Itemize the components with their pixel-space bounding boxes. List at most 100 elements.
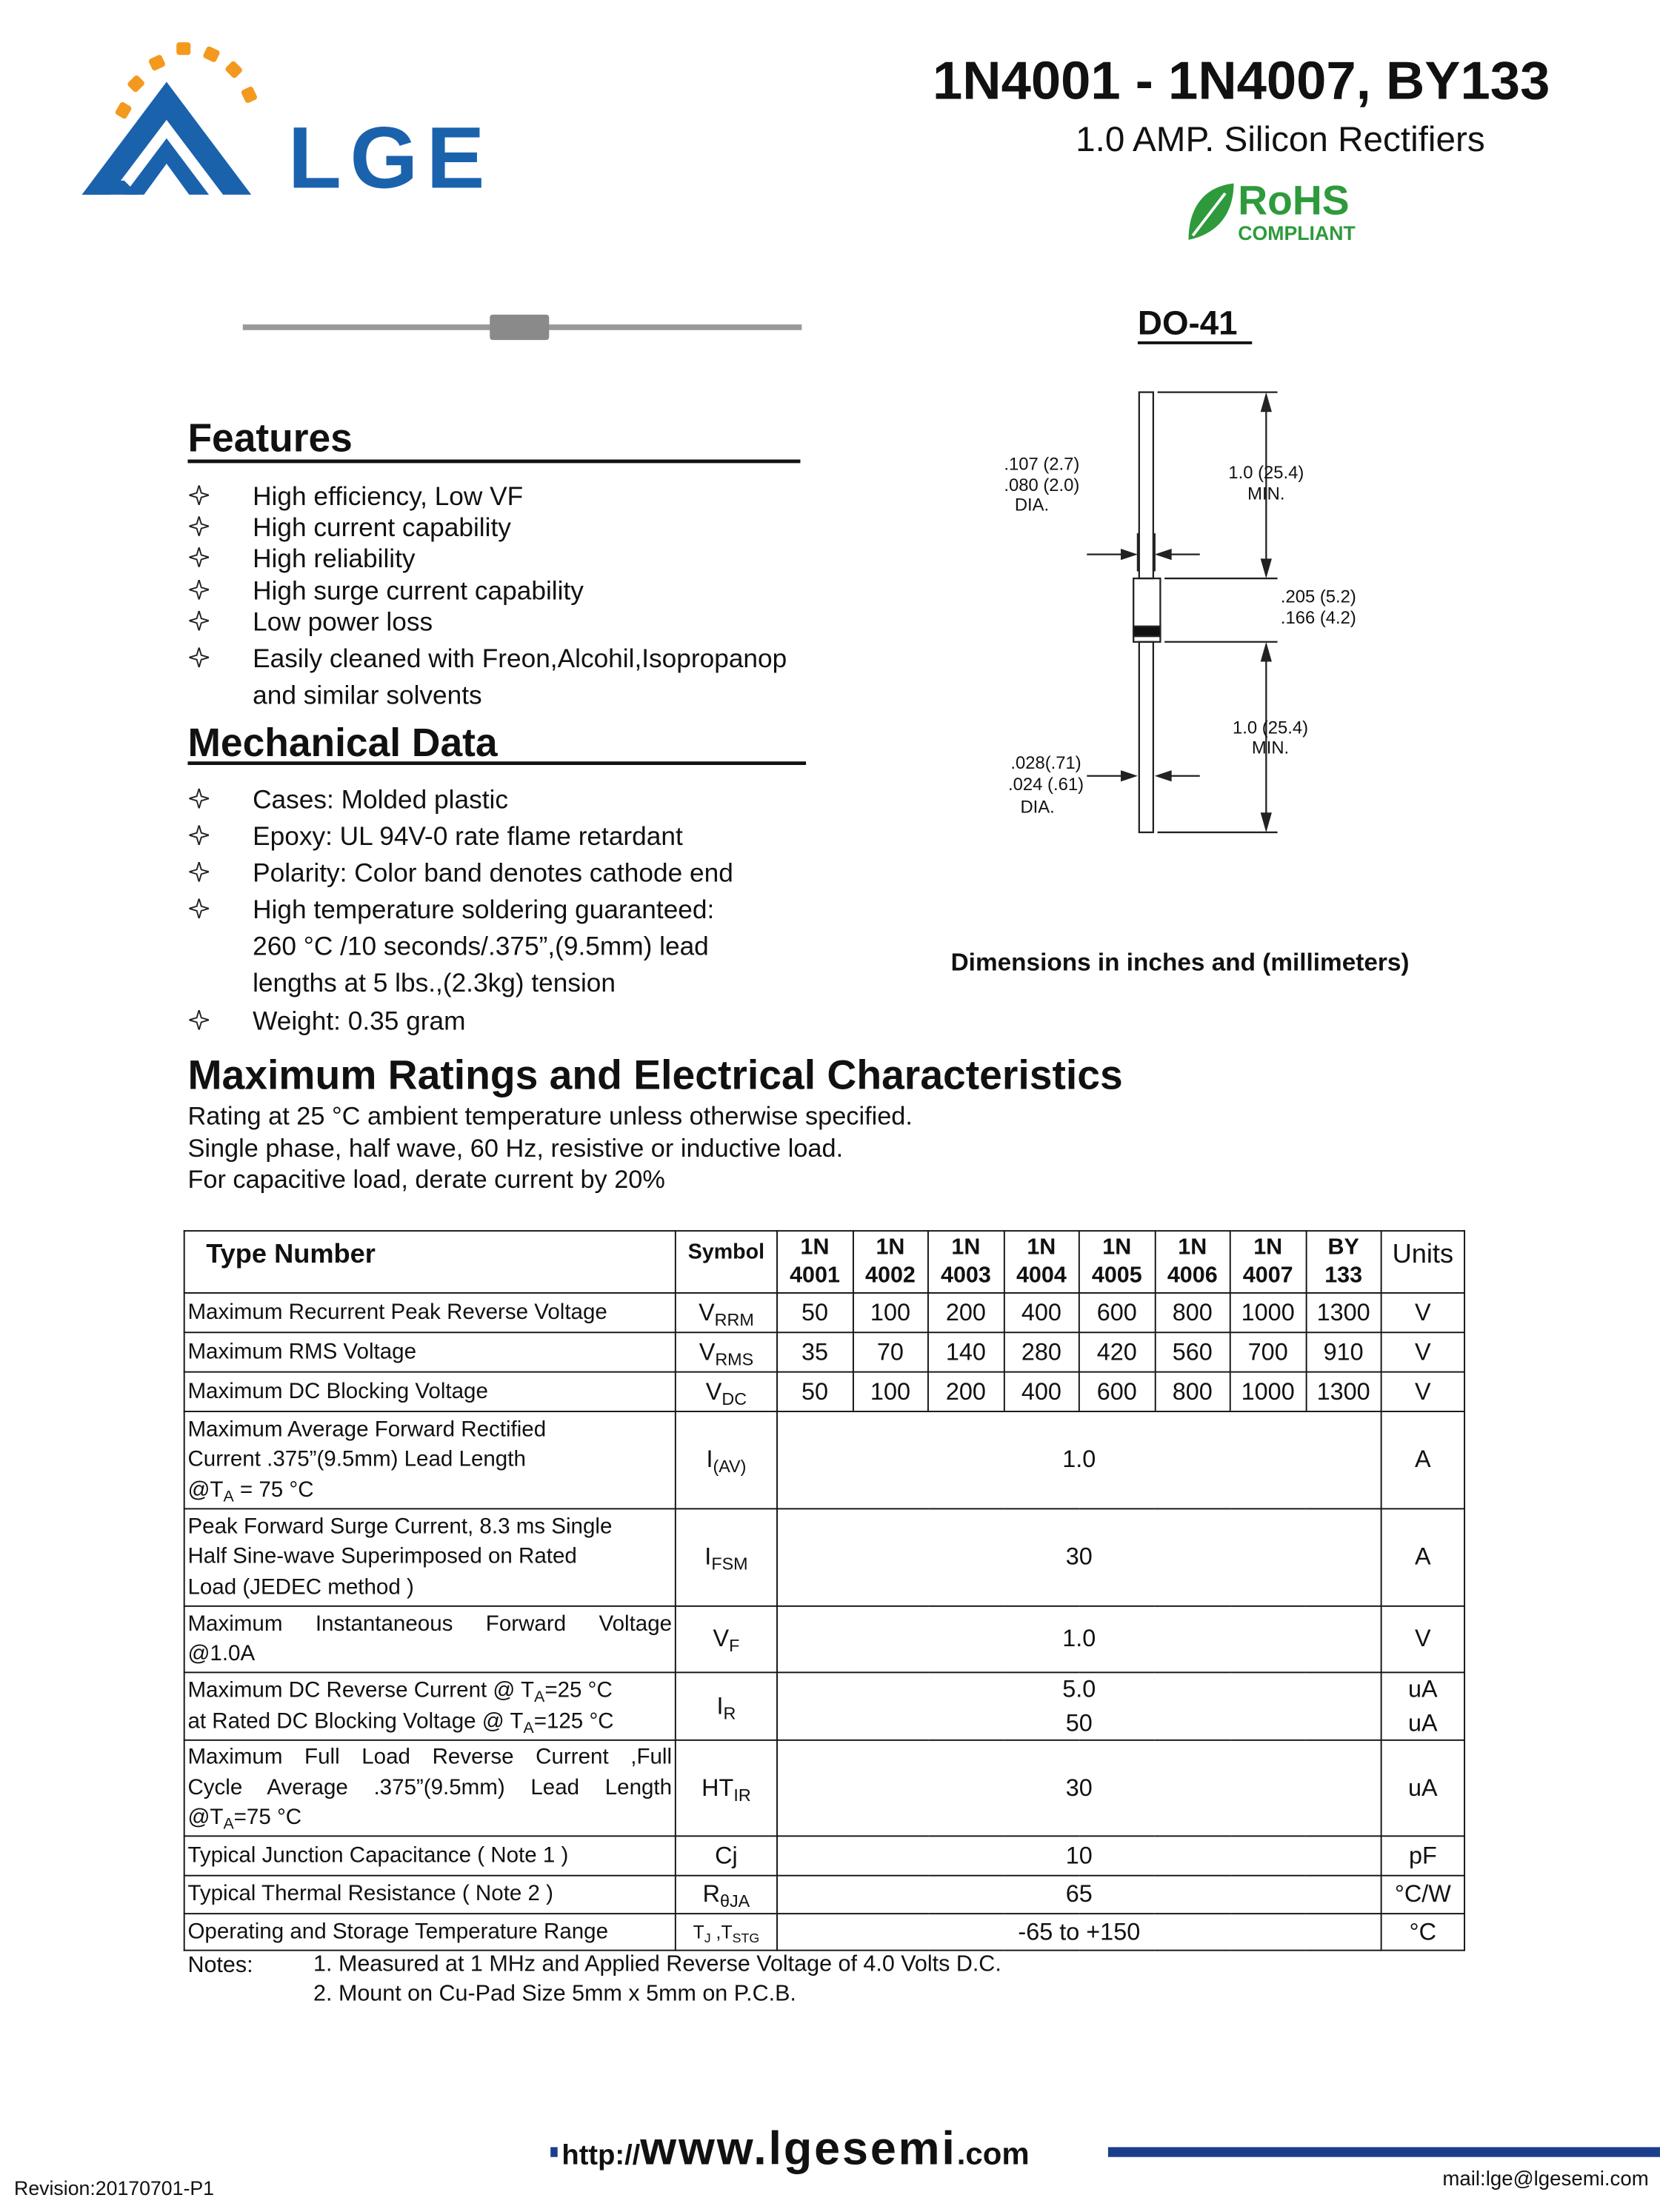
list-item: 260 °C /10 seconds/.375”,(9.5mm) lead <box>253 930 709 960</box>
dimension-label: MIN. <box>1247 483 1285 504</box>
value-cell: 910 <box>1304 1331 1382 1373</box>
header-text: Symbol <box>687 1240 765 1264</box>
value: 140 <box>945 1338 986 1366</box>
url-part: .com <box>956 2136 1030 2171</box>
subscript: RRM <box>714 1309 754 1330</box>
list-item: High current capability <box>253 512 511 542</box>
value: 30 <box>1065 1774 1093 1802</box>
text-run: Maximum RMS Voltage <box>187 1340 417 1364</box>
symbol: I(AV) <box>676 1443 776 1477</box>
value-cell: 1000 <box>1229 1371 1307 1412</box>
value: 600 <box>1096 1299 1137 1326</box>
rohs-leaf <box>1188 183 1234 240</box>
unit: V <box>1415 1377 1431 1405</box>
text-run: V <box>713 1625 730 1653</box>
label-line: @TA=75 °C <box>187 1803 672 1834</box>
header-cell: 1N 4003 <box>927 1230 1004 1294</box>
header-text: 4005 <box>1091 1263 1142 1288</box>
list-item: High reliability <box>253 542 416 572</box>
text-run: =75 °C <box>233 1805 302 1831</box>
dimension-label: .166 (4.2) <box>1280 607 1356 628</box>
value: 280 <box>1021 1338 1061 1366</box>
data-row: Maximum DC Blocking Voltage VDC 50 100 200 40… <box>183 1371 1466 1412</box>
rating-note: Rating at 25 °C ambient temperature unle… <box>187 1101 913 1130</box>
value-cell: 140 <box>927 1331 1004 1373</box>
header-text: 1N <box>1253 1236 1283 1260</box>
list-item: High surge current capability <box>253 575 584 605</box>
subscript: A <box>223 1488 234 1506</box>
unit: °C/W <box>1394 1880 1451 1908</box>
text-run: I <box>704 1543 712 1571</box>
mail: mail:lge@lgesemi.com <box>1442 2168 1649 2191</box>
label-cell: Maximum Full Load Reverse Current ,Full C… <box>183 1739 676 1837</box>
data-row: Peak Forward Surge Current, 8.3 ms Singl… <box>183 1508 1466 1607</box>
value: 800 <box>1172 1299 1213 1326</box>
package-name: DO-41 <box>1137 304 1238 343</box>
text-run: =25 °C <box>544 1679 613 1703</box>
symbol-cell: VRRM <box>674 1292 778 1334</box>
label-line: @TA = 75 °C <box>187 1475 672 1506</box>
header-cell: 1N 4005 <box>1078 1230 1156 1294</box>
dimension-label: .205 (5.2) <box>1280 587 1356 607</box>
text-run: ,T <box>710 1920 733 1942</box>
dimension-label: .028(.71) <box>1010 752 1081 773</box>
value-cell: 1000 <box>1229 1292 1307 1334</box>
text-run: Half Sine-wave Superimposed on Rated <box>187 1545 577 1569</box>
unit-cell: V <box>1380 1292 1466 1334</box>
bullet <box>189 485 210 505</box>
value-cell: 50 <box>776 1292 853 1334</box>
dimension-label: 1.0 (25.4) <box>1233 718 1309 738</box>
value: 400 <box>1021 1299 1061 1326</box>
note: 1. Measured at 1 MHz and Applied Reverse… <box>313 1952 1001 1977</box>
bullet <box>189 788 210 809</box>
text-run: Operating and Storage Temperature Range <box>187 1919 609 1944</box>
value: 1300 <box>1316 1377 1370 1405</box>
logo-mark <box>81 81 252 195</box>
label-cell: Maximum Instantaneous Forward Voltage @1.… <box>183 1605 676 1674</box>
label-line: @1.0A <box>187 1640 672 1670</box>
value-cell: 400 <box>1002 1371 1080 1412</box>
header-text: Units <box>1392 1240 1454 1270</box>
subtitle: 1.0 AMP. Silicon Rectifiers <box>1076 118 1485 159</box>
value: 35 <box>801 1338 829 1366</box>
data-row: Maximum DC Reverse Current @ TA=25 °C at … <box>183 1671 1466 1741</box>
header-cell: 1N 4007 <box>1229 1230 1307 1294</box>
label-line: Current .375”(9.5mm) Lead Length <box>187 1445 672 1475</box>
symbol-cell: IR <box>674 1671 778 1741</box>
unit: °C <box>1409 1918 1437 1945</box>
unit-cell: uA <box>1380 1739 1466 1837</box>
value-cell: 1.0 <box>776 1411 1382 1510</box>
rating-note: For capacitive load, derate current by 2… <box>187 1165 665 1194</box>
text-run: Maximum Instantaneous Forward Voltage <box>187 1611 673 1637</box>
value-cell: 50 <box>776 1371 853 1412</box>
note: 2. Mount on Cu-Pad Size 5mm x 5mm on P.C… <box>313 1982 796 2006</box>
data-row: Typical Junction Capacitance ( Note 1 ) C… <box>183 1835 1466 1877</box>
bullet <box>189 547 210 567</box>
header-cell: 1N 4006 <box>1153 1230 1231 1294</box>
value: 910 <box>1323 1338 1364 1366</box>
value: 560 <box>1172 1338 1213 1366</box>
symbol-cell: TJ ,TSTG <box>674 1913 778 1951</box>
bullet <box>189 516 210 536</box>
value: 50 <box>1065 1708 1093 1737</box>
section-title: Maximum Ratings and Electrical Character… <box>187 1053 1123 1099</box>
value: 1300 <box>1316 1299 1370 1326</box>
list-item: Low power loss <box>253 606 433 636</box>
subscript: θJA <box>720 1891 750 1912</box>
value-cell: 420 <box>1078 1331 1156 1373</box>
text-run: V <box>699 1338 716 1366</box>
label-line: Maximum DC Reverse Current @ TA=25 °C <box>187 1676 672 1706</box>
unit: uA <box>1408 1774 1438 1802</box>
text-run: Typical Junction Capacitance ( Note 1 ) <box>187 1843 569 1868</box>
value-cell: 35 <box>776 1331 853 1373</box>
text-run: =125 °C <box>533 1708 614 1734</box>
value-cell: 700 <box>1229 1331 1307 1373</box>
value: 5.0 <box>1062 1676 1096 1703</box>
data-row: Maximum Full Load Reverse Current ,Full C… <box>183 1739 1466 1837</box>
subscript: (AV) <box>713 1457 747 1477</box>
arrow-heads <box>1121 392 1272 832</box>
subscript: FSM <box>711 1554 748 1574</box>
logo-rays <box>115 42 257 119</box>
value: 1000 <box>1241 1377 1295 1405</box>
